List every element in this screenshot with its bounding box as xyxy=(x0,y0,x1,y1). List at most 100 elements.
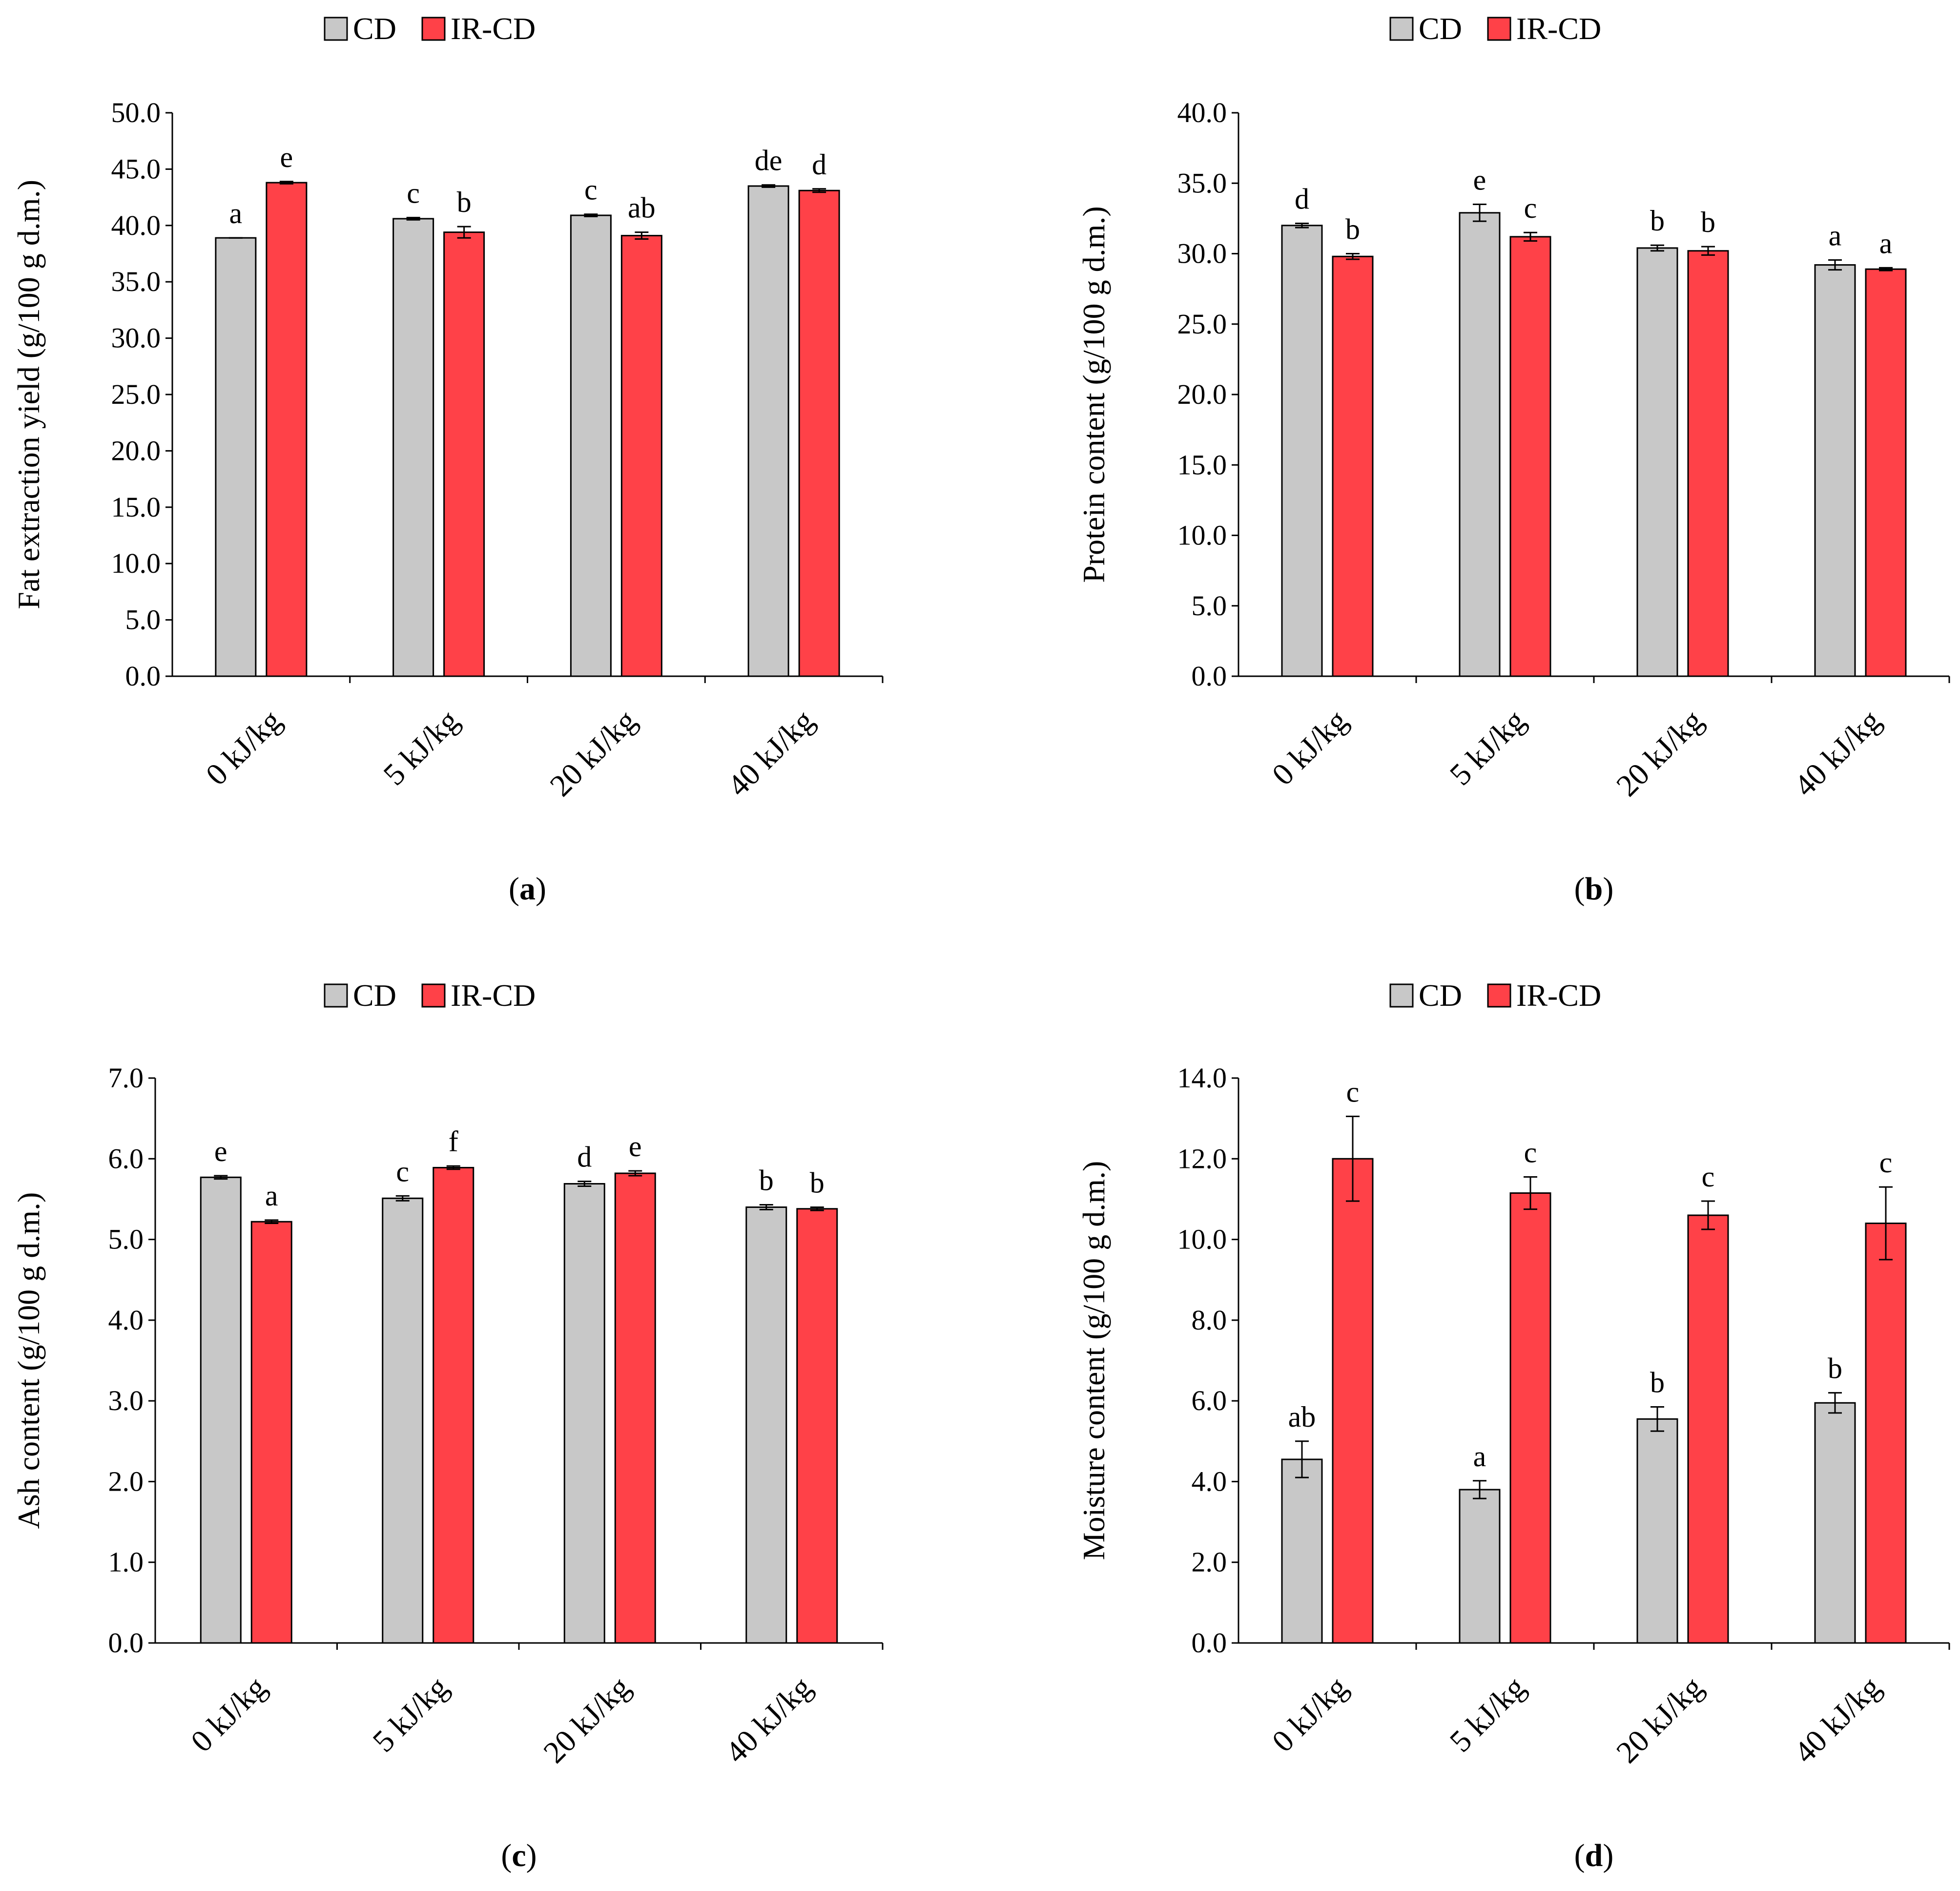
y-tick-label: 1.0 xyxy=(108,1546,144,1578)
y-tick-label: 4.0 xyxy=(1192,1465,1227,1497)
x-category-label: 5 kJ/kg xyxy=(1443,703,1532,792)
y-tick-label: 20.0 xyxy=(1177,378,1227,410)
x-category-label: 40 kJ/kg xyxy=(1787,703,1887,803)
significance-letter: c xyxy=(1702,1161,1715,1193)
legend-label-IR-CD: IR-CD xyxy=(1516,978,1601,1013)
bar-CD-3 xyxy=(747,185,789,677)
x-category-label: 20 kJ/kg xyxy=(1609,703,1710,803)
y-axis-label: Moisture content (g/100 g d.m.) xyxy=(1076,1161,1111,1560)
y-tick-label: 6.0 xyxy=(1192,1385,1227,1416)
bar-CD-3 xyxy=(1814,264,1856,677)
bar-IR-CD-3 xyxy=(798,189,840,677)
significance-letter: b xyxy=(759,1164,774,1196)
panel-label: (a) xyxy=(509,871,546,907)
significance-letter: a xyxy=(1829,219,1842,251)
bar-IR-CD-2 xyxy=(1687,1214,1729,1644)
significance-letter: d xyxy=(1295,183,1309,215)
panel-label: (c) xyxy=(501,1838,536,1873)
significance-letter: a xyxy=(229,197,243,229)
bar-IR-CD-2 xyxy=(620,235,662,677)
legend-label-IR-CD: IR-CD xyxy=(451,11,536,46)
x-category-label: 0 kJ/kg xyxy=(1265,1670,1354,1759)
significance-letter: b xyxy=(1828,1352,1842,1385)
y-tick-label: 35.0 xyxy=(111,266,161,297)
legend-label-CD: CD xyxy=(1419,11,1462,46)
significance-letter: e xyxy=(629,1130,642,1163)
significance-letter: c xyxy=(396,1155,409,1187)
bar-CD-0 xyxy=(215,237,257,677)
legend-label-IR-CD: IR-CD xyxy=(1516,11,1601,46)
significance-letter: b xyxy=(1650,1367,1665,1399)
bar-IR-CD-3 xyxy=(1865,1223,1907,1644)
y-axis-label: Ash content (g/100 g d.m.) xyxy=(11,1192,46,1529)
bar-IR-CD-0 xyxy=(266,182,308,677)
significance-letter: c xyxy=(1346,1076,1360,1108)
x-category-label: 5 kJ/kg xyxy=(366,1670,454,1759)
bar-IR-CD-1 xyxy=(433,1166,475,1644)
y-tick-label: 5.0 xyxy=(108,1224,144,1255)
significance-letter: b xyxy=(457,186,472,218)
significance-letter: d xyxy=(812,148,826,181)
bar-CD-0 xyxy=(1281,1458,1323,1644)
significance-letter: b xyxy=(1650,205,1665,237)
significance-letter: b xyxy=(810,1166,825,1199)
bar-IR-CD-0 xyxy=(1332,255,1374,677)
significance-letter: e xyxy=(214,1135,227,1167)
y-axis-label: Protein content (g/100 g d.m.) xyxy=(1076,206,1111,582)
y-tick-label: 15.0 xyxy=(111,491,161,523)
legend-swatch-CD xyxy=(1389,17,1414,41)
x-category-label: 20 kJ/kg xyxy=(1609,1670,1710,1770)
x-category-label: 0 kJ/kg xyxy=(199,703,288,792)
bar-CD-0 xyxy=(200,1176,242,1644)
significance-letter: c xyxy=(1524,192,1537,224)
y-tick-label: 25.0 xyxy=(1177,308,1227,340)
bar-IR-CD-0 xyxy=(250,1221,292,1644)
significance-letter: de xyxy=(755,145,783,177)
y-tick-label: 35.0 xyxy=(1177,167,1227,199)
y-tick-label: 40.0 xyxy=(111,209,161,241)
significance-letter: c xyxy=(1879,1146,1893,1179)
bar-CD-1 xyxy=(1459,212,1501,677)
x-category-label: 40 kJ/kg xyxy=(721,703,821,803)
y-tick-label: 25.0 xyxy=(111,378,161,410)
y-tick-label: 12.0 xyxy=(1177,1143,1227,1174)
bar-CD-3 xyxy=(1814,1402,1856,1644)
x-category-label: 0 kJ/kg xyxy=(184,1670,273,1759)
significance-letter: a xyxy=(1473,1440,1486,1473)
y-tick-label: 45.0 xyxy=(111,153,161,185)
bar-CD-2 xyxy=(1636,1418,1678,1644)
x-category-label: 20 kJ/kg xyxy=(536,1670,637,1770)
x-category-label: 40 kJ/kg xyxy=(1787,1670,1887,1770)
y-tick-label: 0.0 xyxy=(108,1627,144,1659)
x-category-label: 5 kJ/kg xyxy=(1443,1670,1532,1759)
legend-swatch-CD xyxy=(324,983,348,1008)
y-tick-label: 0.0 xyxy=(125,660,161,692)
y-tick-label: 14.0 xyxy=(1177,1062,1227,1094)
bar-IR-CD-2 xyxy=(614,1172,656,1644)
y-tick-label: 3.0 xyxy=(108,1385,144,1416)
y-tick-label: 50.0 xyxy=(111,97,161,128)
bar-CD-1 xyxy=(1459,1489,1501,1644)
bar-IR-CD-3 xyxy=(796,1208,838,1644)
legend-swatch-CD xyxy=(324,17,348,41)
significance-letter: c xyxy=(584,174,598,206)
significance-letter: c xyxy=(1524,1136,1537,1168)
x-category-label: 20 kJ/kg xyxy=(543,703,643,803)
x-category-label: 40 kJ/kg xyxy=(719,1670,819,1770)
bar-IR-CD-3 xyxy=(1865,268,1907,677)
y-tick-label: 30.0 xyxy=(1177,238,1227,270)
y-tick-label: 10.0 xyxy=(1177,1224,1227,1255)
bar-CD-1 xyxy=(382,1197,424,1644)
bar-CD-2 xyxy=(1636,247,1678,677)
significance-letter: c xyxy=(407,177,420,209)
x-category-label: 5 kJ/kg xyxy=(376,703,465,792)
legend-label-IR-CD: IR-CD xyxy=(451,978,536,1013)
significance-letter: ab xyxy=(1288,1401,1316,1433)
legend-label-CD: CD xyxy=(353,978,396,1013)
significance-letter: a xyxy=(1879,227,1893,259)
legend-swatch-CD xyxy=(1389,983,1414,1008)
bar-CD-2 xyxy=(570,214,612,677)
panel-label: (d) xyxy=(1574,1838,1614,1873)
y-tick-label: 5.0 xyxy=(125,604,161,636)
legend-swatch-IR-CD xyxy=(421,17,446,41)
